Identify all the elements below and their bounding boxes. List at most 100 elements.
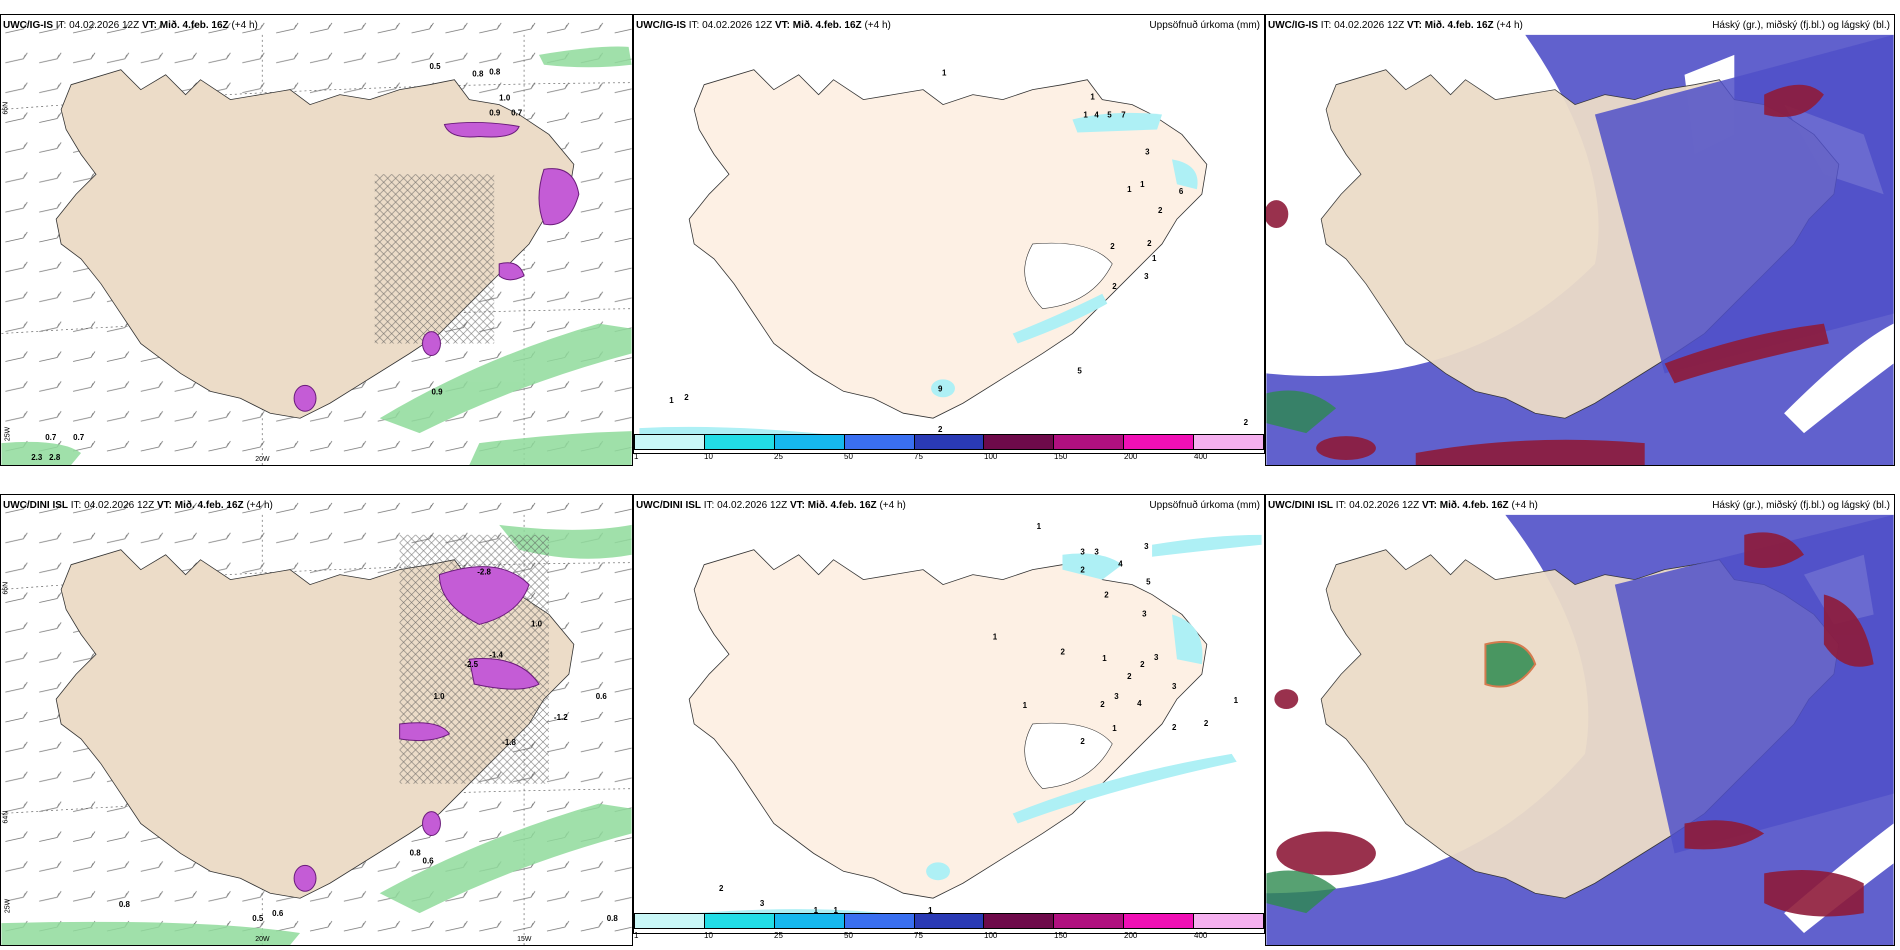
cloud-map	[1266, 514, 1894, 945]
svg-text:9: 9	[938, 384, 943, 393]
panel-wind-bottom: UWC/DINI ISL IT: 04.02.2026 12Z VT: Mið.…	[0, 494, 633, 946]
svg-text:2: 2	[684, 393, 689, 402]
svg-text:2: 2	[1104, 591, 1109, 600]
svg-text:0.9: 0.9	[489, 109, 501, 118]
svg-text:1: 1	[834, 906, 839, 915]
snow-precip	[293, 121, 580, 412]
svg-text:2: 2	[1100, 700, 1105, 709]
svg-text:1: 1	[942, 69, 947, 78]
svg-text:1: 1	[669, 396, 674, 405]
panel-title: UWC/DINI ISL IT: 04.02.2026 12Z VT: Mið.…	[1268, 500, 1538, 511]
svg-text:2: 2	[1112, 282, 1117, 291]
precip-map: 1 3 3 3 2 4 5 2 3 1 1 2 2 3 3 2 1 2 3 4 …	[639, 522, 1262, 926]
precip-labels: 1 3 3 3 2 4 5 2 3 1 1 2 2 3 3 2 1 2 3 4 …	[719, 522, 1239, 915]
panel-title: UWC/IG-IS IT: 04.02.2026 12Z VT: Mið. 4.…	[1268, 20, 1523, 31]
axis-lon-25w: 25W	[4, 426, 11, 441]
iceland-land	[688, 549, 1208, 899]
svg-text:5: 5	[1107, 111, 1112, 120]
iceland-land	[688, 69, 1208, 419]
svg-text:3: 3	[1172, 682, 1177, 691]
svg-text:4: 4	[1137, 699, 1142, 708]
panel-title: UWC/DINI ISL IT: 04.02.2026 12Z VT: Mið.…	[3, 500, 273, 511]
svg-text:2: 2	[1204, 719, 1209, 728]
svg-text:5: 5	[1146, 578, 1151, 587]
precip-legend-bottom	[634, 913, 1264, 929]
panel-precip-top: UWC/IG-IS IT: 04.02.2026 12Z VT: Mið. 4.…	[633, 14, 1265, 454]
svg-text:1: 1	[928, 906, 933, 915]
panel-right-title: Háský (gr.), miðský (fj.bl.) og lágský (…	[1712, 500, 1890, 511]
panel-title: UWC/DINI ISL IT: 04.02.2026 12Z VT: Mið.…	[636, 500, 906, 511]
svg-text:2: 2	[1158, 206, 1163, 215]
svg-text:0.7: 0.7	[511, 109, 523, 118]
svg-text:0.6: 0.6	[423, 856, 435, 865]
wind-labels: -2.8 1.0 -2.5 -1.4 1.0 -1.8 -1.2 0.6 0.8…	[119, 568, 618, 923]
green-precip	[1, 46, 632, 465]
panel-title: UWC/IG-IS IT: 04.02.2026 12Z VT: Mið. 4.…	[3, 20, 258, 31]
axis-lon-20w: 20W	[255, 456, 270, 463]
svg-text:1: 1	[1127, 185, 1132, 194]
svg-text:1: 1	[1152, 254, 1157, 263]
svg-text:4: 4	[1094, 111, 1099, 120]
panel-cloud-top: UWC/IG-IS IT: 04.02.2026 12Z VT: Mið. 4.…	[1265, 14, 1895, 466]
svg-text:0.8: 0.8	[607, 914, 619, 923]
axis-lat-66n: 66N	[2, 102, 9, 115]
svg-text:3: 3	[1145, 147, 1150, 156]
svg-text:2: 2	[1140, 660, 1145, 669]
panel-right-title: Uppsöfnuð úrkoma (mm)	[1149, 20, 1260, 31]
svg-text:2: 2	[1060, 647, 1065, 656]
svg-text:1: 1	[1037, 522, 1042, 531]
svg-text:0.8: 0.8	[472, 70, 484, 79]
panel-title: UWC/IG-IS IT: 04.02.2026 12Z VT: Mið. 4.…	[636, 20, 891, 31]
svg-text:3: 3	[1144, 272, 1149, 281]
svg-text:5: 5	[1077, 366, 1082, 375]
svg-text:0.6: 0.6	[596, 692, 608, 701]
svg-text:1: 1	[1083, 111, 1088, 120]
svg-text:-1.8: -1.8	[502, 738, 516, 747]
precip-legend-top	[634, 434, 1264, 450]
wind-map: 0.5 0.8 0.8 1.0 0.9 0.7 0.9 0.7 0.7 2.3 …	[1, 15, 632, 465]
svg-text:3: 3	[1154, 653, 1159, 662]
svg-text:-2.5: -2.5	[464, 660, 478, 669]
axis-lon-25w: 25W	[4, 898, 11, 913]
svg-text:3: 3	[1144, 542, 1149, 551]
panel-precip-bottom: UWC/DINI ISL IT: 04.02.2026 12Z VT: Mið.…	[633, 494, 1265, 934]
svg-text:1: 1	[814, 906, 819, 915]
svg-text:0.8: 0.8	[119, 900, 131, 909]
svg-text:1: 1	[1023, 701, 1028, 710]
svg-text:2: 2	[1147, 239, 1152, 248]
svg-text:0.9: 0.9	[431, 387, 443, 396]
svg-text:1: 1	[993, 632, 998, 641]
svg-text:3: 3	[1142, 609, 1147, 618]
svg-text:1: 1	[1112, 724, 1117, 733]
axis-lat-64n: 64N	[2, 811, 9, 824]
svg-text:0.8: 0.8	[489, 68, 501, 77]
svg-text:1.0: 1.0	[499, 94, 511, 103]
svg-text:2: 2	[1080, 737, 1085, 746]
cloud-map	[1266, 34, 1894, 465]
axis-lon-15w: 15W	[517, 936, 532, 943]
svg-text:7: 7	[1121, 111, 1126, 120]
svg-text:2: 2	[938, 425, 943, 434]
svg-text:6: 6	[1179, 187, 1184, 196]
svg-text:0.7: 0.7	[45, 433, 57, 442]
svg-text:0.5: 0.5	[429, 62, 441, 71]
wind-labels: 0.5 0.8 0.8 1.0 0.9 0.7 0.9 0.7 0.7 2.3 …	[31, 62, 523, 462]
svg-text:1: 1	[1090, 93, 1095, 102]
svg-text:4: 4	[1118, 560, 1123, 569]
wind-map: -2.8 1.0 -2.5 -1.4 1.0 -1.8 -1.2 0.6 0.8…	[1, 495, 632, 945]
svg-text:2: 2	[1244, 418, 1249, 427]
svg-text:-2.8: -2.8	[477, 568, 491, 577]
precip-map: 1 1 1 4 5 7 3 6 1 1 2 2 1 2 3 2 5 9 1 2 …	[639, 69, 1249, 446]
svg-text:3: 3	[1094, 548, 1099, 557]
svg-text:0.5: 0.5	[252, 914, 264, 923]
svg-text:2.8: 2.8	[49, 453, 61, 462]
svg-text:0.7: 0.7	[73, 433, 85, 442]
axis-lat-66n: 66N	[2, 582, 9, 595]
svg-text:0.6: 0.6	[272, 909, 284, 918]
panel-right-title: Háský (gr.), miðský (fj.bl.) og lágský (…	[1712, 20, 1890, 31]
svg-text:1: 1	[1102, 654, 1107, 663]
svg-text:1.0: 1.0	[531, 619, 543, 628]
svg-text:1: 1	[1234, 696, 1239, 705]
svg-text:2: 2	[1080, 566, 1085, 575]
svg-text:1: 1	[1140, 180, 1145, 189]
